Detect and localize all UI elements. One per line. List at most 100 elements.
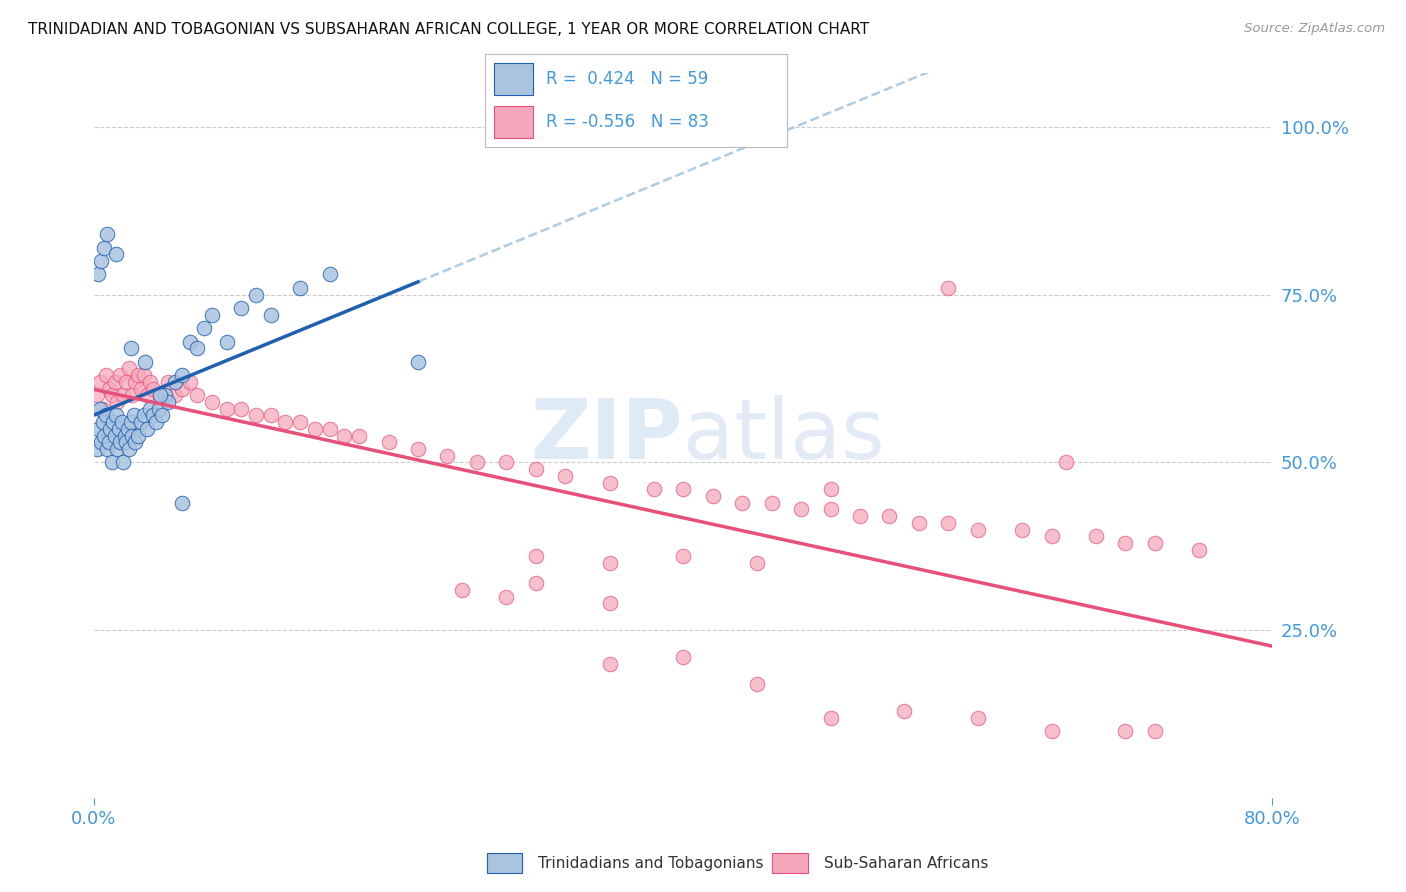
Point [101, 415, 124, 429]
Point [121, 428, 143, 442]
Point [201, 308, 224, 322]
Point [938, 281, 960, 295]
Point [111, 415, 134, 429]
Point [1188, 542, 1211, 557]
Point [150, 409, 173, 423]
Point [172, 496, 194, 510]
Point [172, 382, 194, 396]
Point [87, 268, 110, 282]
Bar [494, 63, 533, 95]
Point [94, 368, 117, 383]
Text: R =  0.424   N = 59: R = 0.424 N = 59 [546, 70, 707, 87]
Point [966, 710, 988, 724]
Point [86, 442, 108, 456]
Point [186, 388, 208, 402]
Text: TRINIDADIAN AND TOBAGONIAN VS SUBSAHARAN AFRICAN COLLEGE, 1 YEAR OR MORE CORRELA: TRINIDADIAN AND TOBAGONIAN VS SUBSAHARAN… [28, 22, 869, 37]
Point [108, 422, 131, 436]
Point [105, 409, 128, 423]
Point [288, 415, 311, 429]
Point [672, 549, 695, 564]
Point [124, 435, 146, 450]
Point [215, 334, 238, 349]
Point [554, 468, 576, 483]
Point [333, 428, 356, 442]
Point [96, 227, 118, 241]
Point [129, 415, 152, 429]
Point [105, 247, 128, 261]
Point [451, 582, 474, 597]
Point [139, 375, 162, 389]
Point [156, 375, 179, 389]
Point [179, 334, 201, 349]
Point [745, 556, 768, 570]
Point [89, 401, 111, 416]
Point [790, 502, 813, 516]
Point [406, 442, 429, 456]
Point [134, 354, 156, 368]
Point [118, 442, 141, 456]
Point [938, 516, 960, 530]
Point [100, 455, 122, 469]
Point [347, 428, 370, 442]
Point [129, 382, 152, 396]
Point [87, 422, 110, 436]
Point [98, 422, 121, 436]
Point [110, 368, 132, 383]
Text: Sub-Saharan Africans: Sub-Saharan Africans [824, 856, 988, 871]
Point [91, 415, 114, 429]
Point [120, 415, 142, 429]
Point [142, 409, 165, 423]
Point [91, 401, 114, 416]
Point [820, 502, 842, 516]
Point [495, 590, 517, 604]
Point [186, 341, 208, 355]
Point [103, 375, 125, 389]
Point [1040, 723, 1063, 738]
Point [153, 388, 176, 402]
Point [139, 401, 162, 416]
Point [112, 455, 135, 469]
Point [245, 409, 267, 423]
Point [731, 496, 754, 510]
Point [304, 422, 326, 436]
Point [121, 388, 143, 402]
Point [820, 710, 842, 724]
Point [318, 422, 340, 436]
Point [89, 375, 111, 389]
Point [231, 401, 253, 416]
Point [149, 388, 172, 402]
Text: Source: ZipAtlas.com: Source: ZipAtlas.com [1244, 22, 1385, 36]
Point [318, 268, 340, 282]
Point [1114, 723, 1136, 738]
Point [120, 341, 142, 355]
Point [201, 395, 224, 409]
Point [97, 435, 120, 450]
Point [193, 321, 215, 335]
Point [115, 435, 138, 450]
Text: ZIP: ZIP [530, 395, 683, 476]
Point [115, 375, 138, 389]
Point [114, 428, 136, 442]
Point [1143, 723, 1166, 738]
Point [377, 435, 399, 450]
Point [117, 422, 139, 436]
Point [879, 509, 901, 524]
Text: R = -0.556   N = 83: R = -0.556 N = 83 [546, 113, 709, 131]
Point [1054, 455, 1077, 469]
Point [118, 361, 141, 376]
Point [599, 657, 621, 671]
Point [132, 409, 155, 423]
Point [761, 496, 783, 510]
Point [436, 449, 458, 463]
Point [103, 428, 125, 442]
Point [820, 483, 842, 497]
Point [107, 395, 129, 409]
Point [1011, 523, 1033, 537]
Bar [772, 854, 808, 873]
Point [745, 677, 768, 691]
Point [524, 549, 547, 564]
Point [90, 435, 112, 450]
Point [96, 442, 118, 456]
Point [672, 483, 695, 497]
Point [145, 415, 167, 429]
